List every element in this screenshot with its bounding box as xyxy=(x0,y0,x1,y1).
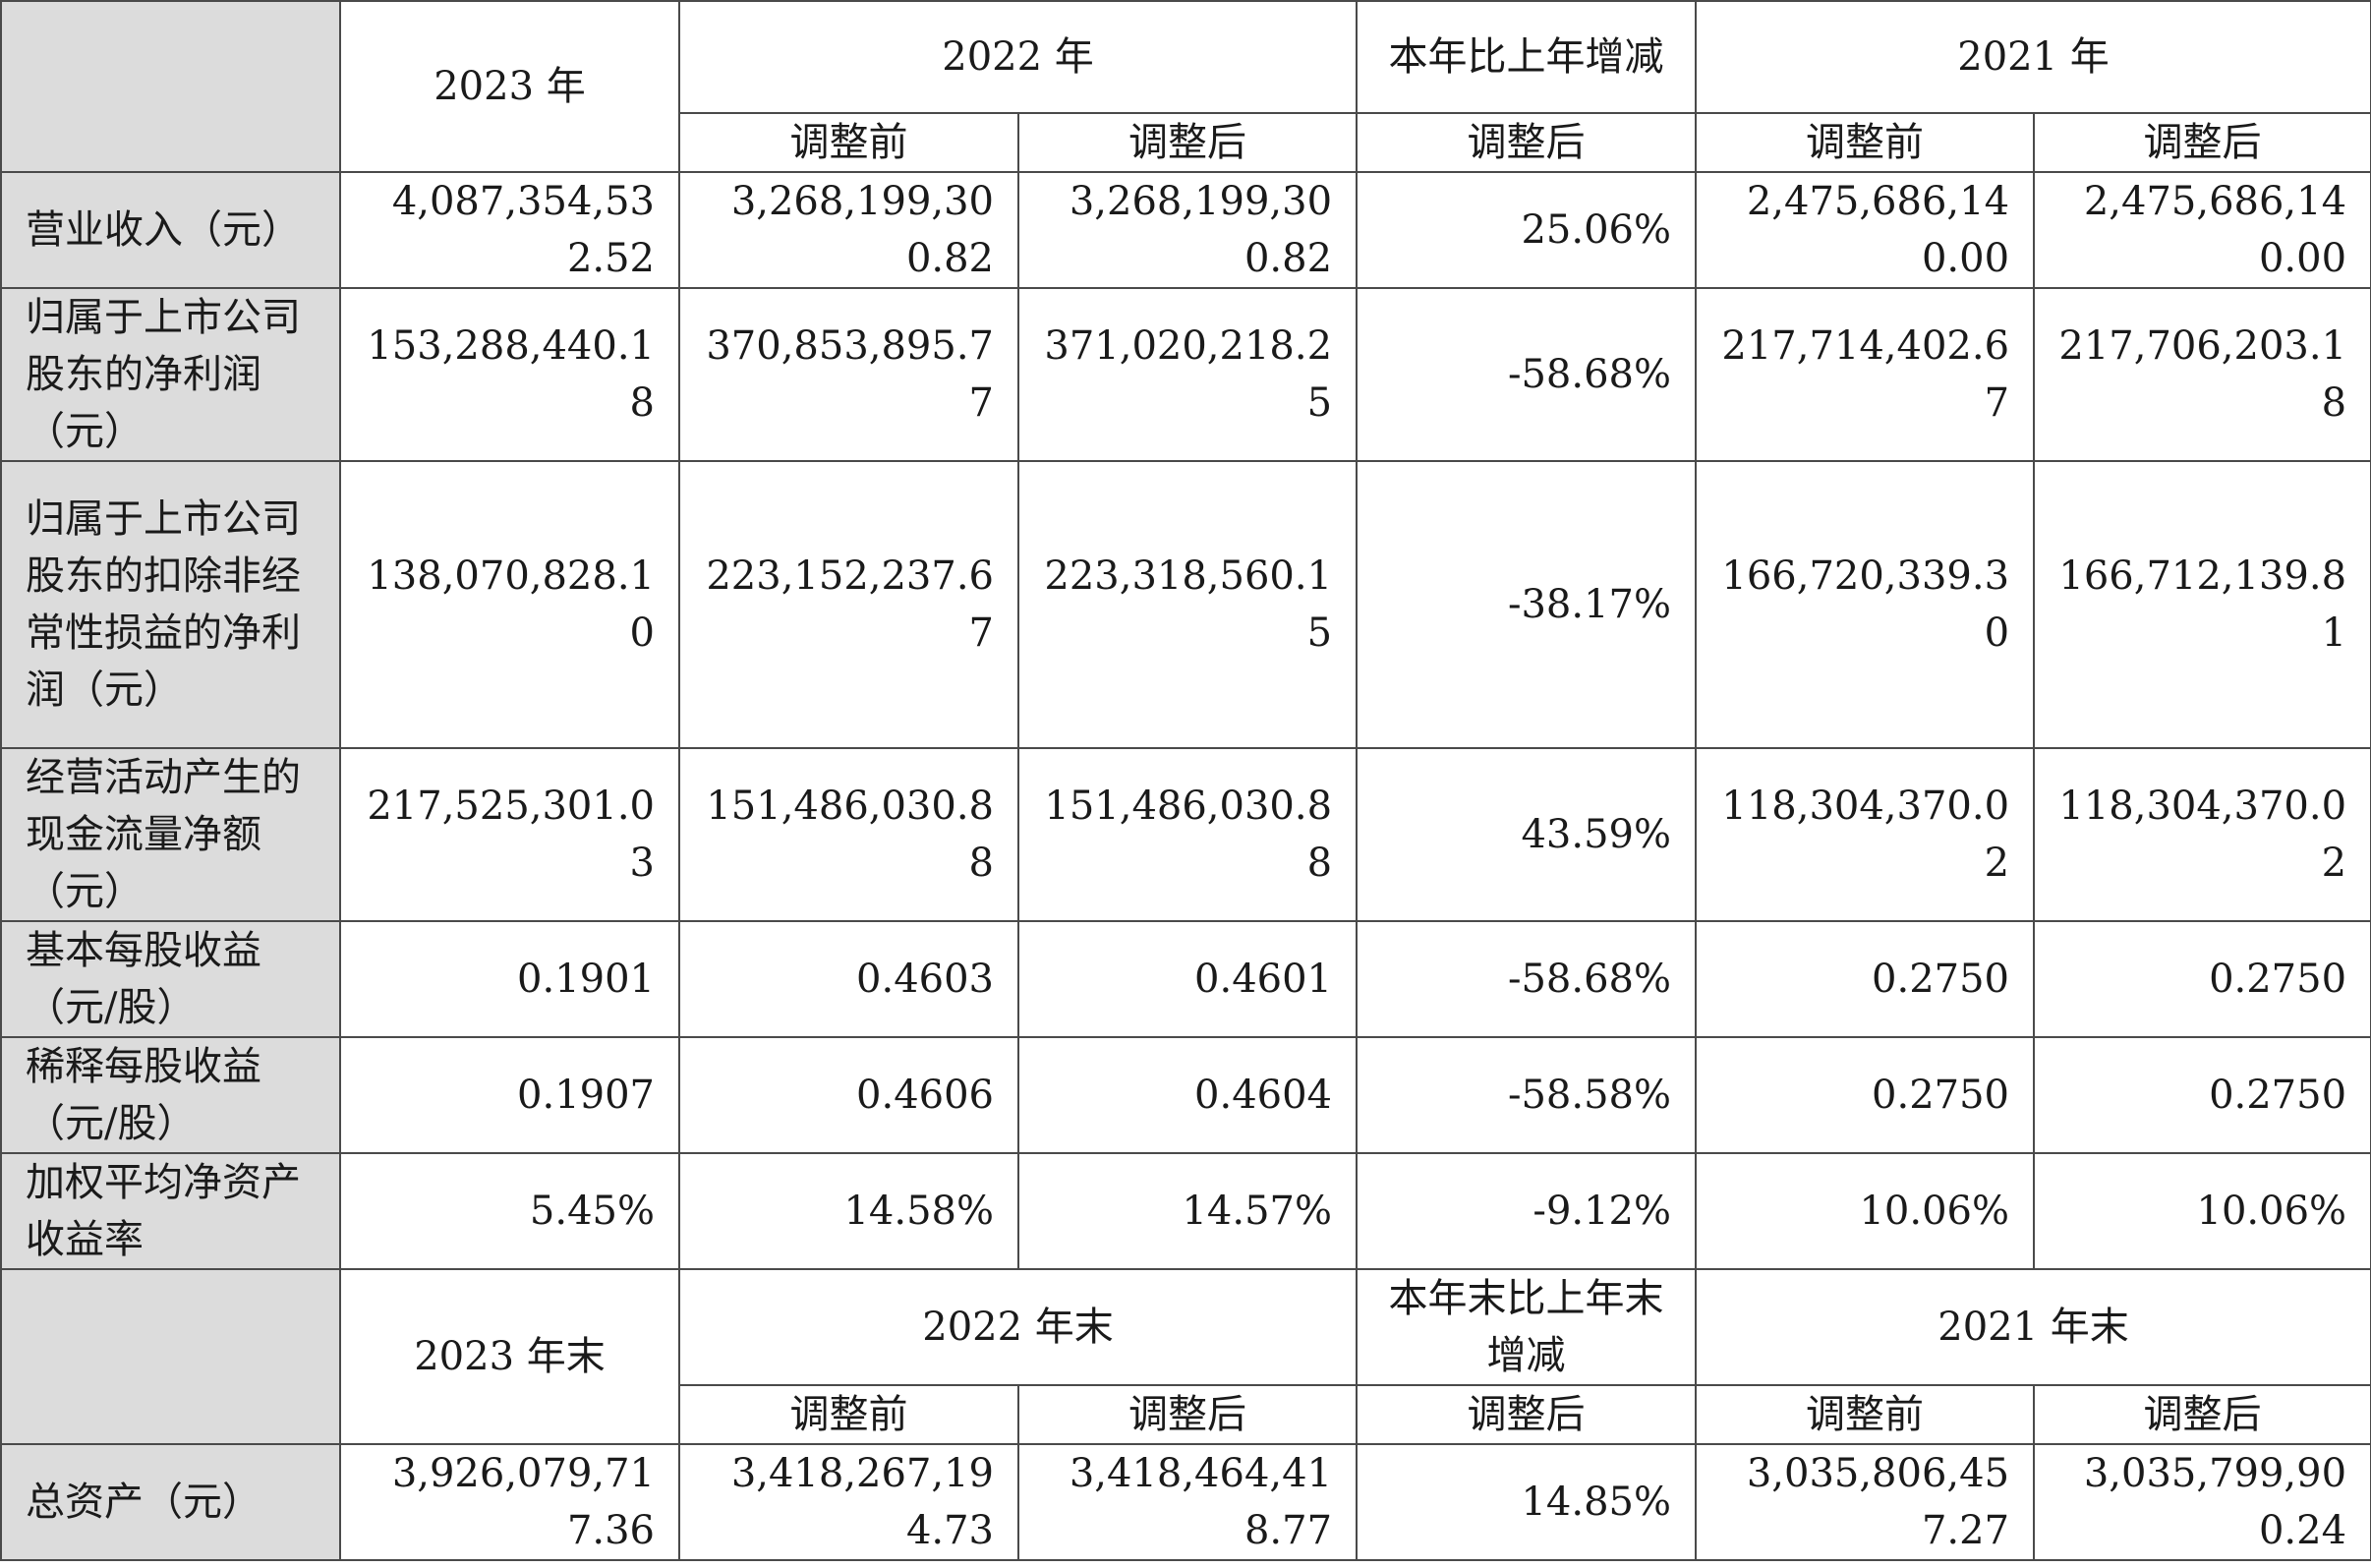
cell-change: -58.58% xyxy=(1356,1036,1698,1154)
header-row-years: 2023 年 2022 年 本年比上年增减 2021 年 xyxy=(0,0,2371,173)
bottom-header-row-adjust: 调整前 调整后 调整后 调整前 调整后 xyxy=(1,1384,2371,1445)
bottom-header-2021-after: 调整后 xyxy=(2033,1384,2371,1445)
bottom-header-row-years: 2023 年末 2022 年末 本年末比上年末增减 2021 年末 xyxy=(0,1268,2371,1445)
cell-2022-before: 151,486,030.88 xyxy=(678,747,1019,922)
row-label: 稀释每股收益（元/股） xyxy=(0,1036,341,1154)
cell-2021-before: 0.2750 xyxy=(1695,920,2036,1038)
cell-change: 43.59% xyxy=(1356,747,1698,922)
cell-2022-before: 0.4603 xyxy=(678,920,1019,1038)
cell-2023: 3,926,079,717.36 xyxy=(339,1443,680,1561)
table-row: 营业收入（元） 4,087,354,532.52 3,268,199,300.8… xyxy=(0,171,2371,289)
cell-2021-after: 0.2750 xyxy=(2033,1036,2371,1154)
row-label: 归属于上市公司股东的净利润（元） xyxy=(0,287,341,462)
cell-2023: 0.1907 xyxy=(339,1036,680,1154)
header-row-adjust: 调整前 调整后 调整后 调整前 调整后 xyxy=(1,112,2371,173)
table-row: 基本每股收益（元/股） 0.1901 0.4603 0.4601 -58.68%… xyxy=(0,920,2371,1038)
cell-2022-before: 14.58% xyxy=(678,1152,1019,1270)
cell-2022-before: 3,268,199,300.82 xyxy=(678,171,1019,289)
cell-2022-after: 0.4601 xyxy=(1016,920,1359,1038)
bottom-header-2021: 2021 年末 xyxy=(1695,1268,2371,1386)
header-corner-cell xyxy=(0,0,341,173)
cell-2022-after: 3,418,464,418.77 xyxy=(1016,1443,1359,1561)
cell-2023: 217,525,301.03 xyxy=(339,747,680,922)
cell-2023: 0.1901 xyxy=(339,920,680,1038)
cell-2022-after: 0.4604 xyxy=(1016,1036,1359,1154)
cell-2022-before: 3,418,267,194.73 xyxy=(678,1443,1019,1561)
cell-2021-after: 166,712,139.81 xyxy=(2033,460,2371,749)
cell-change: -58.68% xyxy=(1356,920,1698,1038)
cell-change: -9.12% xyxy=(1356,1152,1698,1270)
cell-2021-after: 10.06% xyxy=(2033,1152,2371,1270)
cell-2021-before: 166,720,339.30 xyxy=(1695,460,2036,749)
cell-2022-after: 371,020,218.25 xyxy=(1016,287,1359,462)
bottom-header-2021-before: 调整前 xyxy=(1695,1384,2036,1445)
cell-change: 14.85% xyxy=(1356,1443,1698,1561)
cell-2021-after: 2,475,686,140.00 xyxy=(2033,171,2371,289)
bottom-header-change: 本年末比上年末增减 xyxy=(1356,1268,1698,1386)
cell-2021-after: 217,706,203.18 xyxy=(2033,287,2371,462)
cell-2022-after: 3,268,199,300.82 xyxy=(1016,171,1359,289)
cell-2023: 5.45% xyxy=(339,1152,680,1270)
bottom-header-2023: 2023 年末 xyxy=(339,1268,680,1445)
bottom-header-corner-cell xyxy=(0,1268,341,1445)
table-row: 加权平均净资产收益率 5.45% 14.58% 14.57% -9.12% 10… xyxy=(0,1152,2371,1270)
header-2021-after: 调整后 xyxy=(2033,112,2371,173)
cell-2021-before: 10.06% xyxy=(1695,1152,2036,1270)
header-change-after: 调整后 xyxy=(1356,112,1698,173)
cell-change: -58.68% xyxy=(1356,287,1698,462)
bottom-header-2022-after: 调整后 xyxy=(1016,1384,1359,1445)
header-change: 本年比上年增减 xyxy=(1356,0,1698,114)
table-row: 归属于上市公司股东的净利润（元） 153,288,440.18 370,853,… xyxy=(0,287,2371,462)
cell-2022-before: 223,152,237.67 xyxy=(678,460,1019,749)
cell-2021-before: 217,714,402.67 xyxy=(1695,287,2036,462)
cell-2023: 4,087,354,532.52 xyxy=(339,171,680,289)
cell-2021-after: 3,035,799,900.24 xyxy=(2033,1443,2371,1561)
row-label: 营业收入（元） xyxy=(0,171,341,289)
cell-2022-after: 151,486,030.88 xyxy=(1016,747,1359,922)
bottom-header-2022-before: 调整前 xyxy=(678,1384,1019,1445)
row-label: 归属于上市公司股东的扣除非经常性损益的净利润（元） xyxy=(0,460,341,749)
row-label: 经营活动产生的现金流量净额（元） xyxy=(0,747,341,922)
cell-2022-after: 223,318,560.15 xyxy=(1016,460,1359,749)
cell-2022-after: 14.57% xyxy=(1016,1152,1359,1270)
cell-2021-before: 118,304,370.02 xyxy=(1695,747,2036,922)
header-2022: 2022 年 xyxy=(677,0,1359,114)
cell-2021-after: 0.2750 xyxy=(2033,920,2371,1038)
cell-2023: 153,288,440.18 xyxy=(339,287,680,462)
row-label: 基本每股收益（元/股） xyxy=(0,920,341,1038)
cell-2021-before: 2,475,686,140.00 xyxy=(1695,171,2036,289)
table-row: 稀释每股收益（元/股） 0.1907 0.4606 0.4604 -58.58%… xyxy=(0,1036,2371,1154)
bottom-header-change-after: 调整后 xyxy=(1356,1384,1698,1445)
header-2022-before: 调整前 xyxy=(678,112,1019,173)
header-2021: 2021 年 xyxy=(1695,0,2371,114)
table-row: 总资产（元） 3,926,079,717.36 3,418,267,194.73… xyxy=(0,1443,2371,1561)
header-2021-before: 调整前 xyxy=(1695,112,2036,173)
bottom-header-2022: 2022 年末 xyxy=(677,1268,1359,1386)
cell-change: -38.17% xyxy=(1356,460,1698,749)
header-2022-after: 调整后 xyxy=(1016,112,1359,173)
table-row: 经营活动产生的现金流量净额（元） 217,525,301.03 151,486,… xyxy=(0,747,2371,922)
cell-2021-after: 118,304,370.02 xyxy=(2033,747,2371,922)
row-label: 总资产（元） xyxy=(0,1443,341,1561)
row-label: 加权平均净资产收益率 xyxy=(0,1152,341,1270)
cell-2022-before: 370,853,895.77 xyxy=(678,287,1019,462)
header-2023: 2023 年 xyxy=(339,0,680,173)
cell-2021-before: 0.2750 xyxy=(1695,1036,2036,1154)
cell-2022-before: 0.4606 xyxy=(678,1036,1019,1154)
cell-change: 25.06% xyxy=(1356,171,1698,289)
table-row: 归属于上市公司股东的扣除非经常性损益的净利润（元） 138,070,828.10… xyxy=(0,460,2371,749)
cell-2021-before: 3,035,806,457.27 xyxy=(1695,1443,2036,1561)
cell-2023: 138,070,828.10 xyxy=(339,460,680,749)
